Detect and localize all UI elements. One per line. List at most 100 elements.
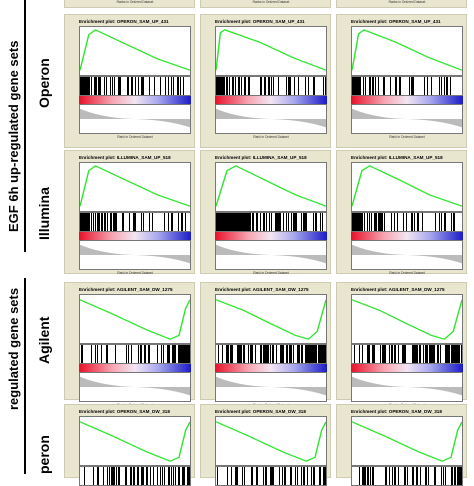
hit-tick [261, 77, 262, 95]
hit-tick [140, 77, 142, 95]
ranking-heatmap [215, 96, 327, 104]
hit-tick [297, 345, 298, 363]
hit-tick [263, 467, 265, 485]
hit-tick [115, 213, 116, 231]
hit-tick [183, 467, 185, 485]
hit-tick [227, 345, 229, 363]
hit-tick [91, 77, 92, 95]
hit-tick [450, 345, 452, 363]
hit-tick [173, 345, 175, 363]
hits-bar [351, 466, 463, 486]
hit-tick [461, 345, 462, 363]
hit-tick [241, 467, 243, 485]
hit-tick [281, 467, 283, 485]
hit-tick [163, 467, 165, 485]
hit-tick [107, 213, 109, 231]
hit-tick [306, 345, 308, 363]
hit-tick [423, 77, 425, 95]
hit-tick [266, 345, 268, 363]
hit-tick [318, 345, 320, 363]
hit-tick [377, 77, 379, 95]
up-regulated-group-label: EGF 6h up-regulated gene sets [6, 40, 21, 232]
hit-tick [286, 345, 288, 363]
gsea-panel-r3c2: Enrichment plot: AGILENT_SAM_DW_1275 Ran… [336, 282, 467, 407]
hits-bar [351, 76, 463, 96]
hit-tick [461, 77, 462, 95]
hit-tick [402, 345, 404, 363]
ranking-metric-plot [215, 372, 327, 402]
hit-tick [266, 467, 267, 485]
hit-tick [438, 345, 440, 363]
hit-tick [180, 77, 181, 95]
hit-tick [450, 467, 452, 485]
hit-tick [273, 77, 274, 95]
ranking-heatmap [215, 364, 327, 372]
hit-tick [300, 345, 302, 363]
hit-tick [82, 345, 83, 363]
hit-tick [226, 467, 228, 485]
up-group-bracket [24, 0, 26, 252]
hit-tick [160, 345, 162, 363]
hit-tick [406, 213, 407, 231]
hit-tick [430, 345, 432, 363]
hit-tick [443, 77, 445, 95]
hit-tick [287, 77, 289, 95]
hit-tick [112, 77, 113, 95]
gsea-panel-r3c0: Enrichment plot: AGILENT_SAM_DW_1275 Ran… [64, 282, 195, 407]
panel-title: Enrichment plot: ILLUMINA_SAM_UP_518 [215, 155, 307, 160]
hit-tick [268, 213, 270, 231]
hit-tick [122, 213, 124, 231]
hit-tick [264, 345, 265, 363]
hit-tick [453, 213, 455, 231]
hit-tick [125, 467, 127, 485]
hit-tick [454, 345, 455, 363]
hit-tick [294, 77, 295, 95]
hit-tick [290, 213, 292, 231]
es-plot [351, 162, 463, 212]
hit-tick [264, 77, 265, 95]
hit-tick [302, 345, 304, 363]
es-plot [215, 162, 327, 212]
hit-tick [251, 345, 253, 363]
hit-tick [461, 345, 462, 363]
hit-tick [259, 213, 261, 231]
hit-tick [316, 213, 318, 231]
down-regulated-group-label: regulated gene sets [6, 287, 21, 410]
hit-tick [396, 213, 398, 231]
hit-tick [170, 213, 172, 231]
hit-tick [427, 77, 428, 95]
hit-tick [325, 467, 326, 485]
panel-title: Enrichment plot: AGILENT_SAM_DW_1275 [215, 287, 309, 292]
hit-tick [298, 345, 300, 363]
hit-tick [249, 213, 251, 231]
hit-tick [286, 213, 287, 231]
hit-tick [233, 77, 234, 95]
hit-tick [411, 345, 413, 363]
hit-tick [119, 467, 121, 485]
hit-tick [416, 345, 418, 363]
gsea-panel-r2c1: Enrichment plot: ILLUMINA_SAM_UP_518 Ran… [200, 150, 331, 275]
hit-tick [140, 345, 141, 363]
hit-tick [297, 77, 299, 95]
hit-tick [362, 345, 363, 363]
hit-tick [262, 213, 264, 231]
hit-tick [113, 213, 115, 231]
hit-tick [374, 213, 375, 231]
hit-tick [97, 77, 99, 95]
hit-tick [451, 345, 453, 363]
hit-tick [99, 77, 101, 95]
hit-tick [454, 345, 456, 363]
hits-bar [79, 212, 191, 232]
hit-tick [187, 467, 188, 485]
hit-tick [364, 77, 366, 95]
ranking-metric-plot [351, 240, 463, 270]
hit-tick [255, 345, 256, 363]
hit-tick [282, 345, 284, 363]
hit-tick [171, 345, 173, 363]
hit-tick [289, 467, 291, 485]
hit-tick [143, 213, 144, 231]
hit-tick [227, 77, 228, 95]
hit-tick [156, 345, 158, 363]
hit-tick [268, 77, 270, 95]
hit-tick [128, 345, 129, 363]
